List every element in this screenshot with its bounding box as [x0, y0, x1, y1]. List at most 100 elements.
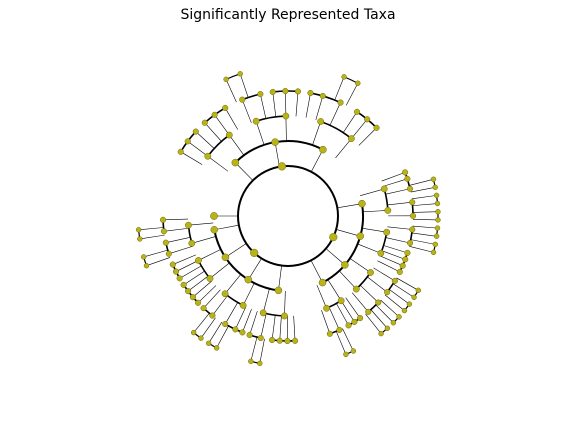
- tree-node: [307, 89, 314, 97]
- tree-branch: [224, 107, 239, 130]
- tree-node: [404, 249, 411, 256]
- tree-branch: [224, 302, 238, 325]
- tree-branch: [381, 250, 406, 260]
- tree-branch: [392, 283, 415, 298]
- tree-node: [351, 318, 358, 325]
- tree-branch: [412, 211, 438, 213]
- tree-node: [177, 148, 184, 155]
- tree-branch: [250, 337, 258, 362]
- tree-branch: [379, 255, 403, 266]
- tree-node: [390, 320, 397, 326]
- tree-node: [434, 200, 441, 207]
- tree-branch: [229, 134, 245, 156]
- tree-branch: [412, 218, 438, 221]
- tree-branch: [225, 243, 247, 258]
- tree-branch: [175, 260, 199, 272]
- tree-node: [341, 74, 347, 80]
- tree-node: [210, 225, 219, 234]
- tree-node: [276, 337, 283, 344]
- tree-node: [384, 289, 391, 296]
- tree-branch: [285, 91, 287, 117]
- tree-node: [375, 299, 382, 306]
- tree-branch: [239, 73, 249, 98]
- tree-branch: [388, 289, 410, 305]
- tree-node: [232, 326, 239, 333]
- tree-node: [341, 261, 349, 269]
- tree-branch: [337, 203, 363, 209]
- tree-branch: [163, 218, 189, 221]
- tree-node: [195, 257, 202, 264]
- tree-node: [406, 301, 413, 307]
- tree-branch: [310, 260, 323, 283]
- tree-node: [160, 216, 167, 223]
- tree-node: [336, 326, 343, 334]
- tree-node: [204, 152, 212, 160]
- tree-node: [222, 104, 229, 111]
- tree-node: [188, 239, 196, 247]
- tree-branch: [255, 121, 265, 146]
- tree-branch: [362, 210, 388, 213]
- tree-node: [435, 209, 441, 215]
- tree-branch: [180, 151, 203, 165]
- clade-arc: [320, 120, 352, 140]
- tree-branch: [336, 303, 349, 326]
- tree-branch: [172, 254, 196, 265]
- tree-node: [292, 337, 299, 344]
- clade-arc: [213, 229, 279, 292]
- tree-branch: [284, 290, 286, 316]
- tree-node: [221, 253, 230, 262]
- tree-node: [411, 294, 417, 301]
- tree-branch: [192, 280, 213, 298]
- page-title: Significantly Represented Taxa: [180, 7, 396, 23]
- tree-branch: [285, 116, 287, 142]
- tree-node: [377, 249, 385, 257]
- tree-node: [347, 135, 355, 143]
- tree-node: [257, 334, 264, 342]
- tree-branch: [295, 91, 299, 117]
- tree-branch: [271, 315, 276, 341]
- tree-node: [185, 221, 192, 229]
- tree-branch: [224, 274, 242, 294]
- tree-branch: [351, 119, 368, 139]
- clade-arc: [255, 115, 286, 122]
- tree-branch: [143, 249, 168, 258]
- tree-branch: [197, 285, 217, 304]
- tree-branch: [187, 141, 208, 157]
- tree-branch: [248, 258, 262, 280]
- tree-node: [365, 308, 372, 315]
- tree-branch: [212, 295, 228, 316]
- tree-node: [172, 268, 180, 275]
- tree-branch: [384, 294, 405, 311]
- clade-arc: [271, 339, 296, 342]
- tree-node: [401, 307, 408, 314]
- tree-node: [140, 254, 147, 260]
- tree-branch: [345, 83, 359, 106]
- tree-branch: [163, 227, 189, 232]
- tree-node: [391, 277, 398, 284]
- tree-node: [396, 314, 402, 320]
- tree-branch: [365, 313, 382, 334]
- tree-node: [160, 228, 167, 235]
- tree-branch: [351, 292, 369, 313]
- tree-node: [352, 285, 360, 293]
- tree-branch: [329, 102, 341, 126]
- tree-branch: [370, 309, 388, 329]
- tree-node: [409, 226, 416, 233]
- tree-node: [206, 275, 214, 282]
- tree-branch: [410, 186, 436, 193]
- tree-branch: [411, 195, 437, 200]
- tree-node: [244, 275, 253, 284]
- tree-branch: [373, 267, 396, 282]
- tree-branch: [412, 203, 438, 206]
- tree-branch: [328, 307, 340, 331]
- tree-node: [135, 227, 142, 233]
- tree-branch: [139, 234, 165, 240]
- tree-branch: [360, 188, 385, 196]
- tree-node: [200, 305, 207, 312]
- tree-branch: [278, 265, 282, 291]
- tree-branch: [410, 239, 436, 245]
- tree-node: [210, 212, 218, 220]
- tree-node: [205, 340, 212, 346]
- tree-branch: [327, 279, 342, 301]
